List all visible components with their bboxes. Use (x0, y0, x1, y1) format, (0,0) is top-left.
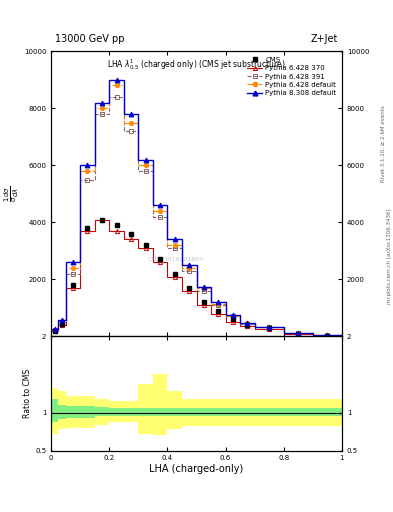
X-axis label: LHA (charged-only): LHA (charged-only) (149, 464, 244, 474)
Y-axis label: $\frac{1}{\sigma}\frac{d\sigma}{d\lambda}$: $\frac{1}{\sigma}\frac{d\sigma}{d\lambda… (3, 186, 21, 202)
Text: Rivet 3.1.10, ≥ 2.6M events: Rivet 3.1.10, ≥ 2.6M events (381, 105, 386, 182)
Text: LHA $\lambda^{1}_{0.5}$ (charged only) (CMS jet substructure): LHA $\lambda^{1}_{0.5}$ (charged only) (… (107, 57, 286, 72)
Y-axis label: Ratio to CMS: Ratio to CMS (23, 369, 32, 418)
Legend: CMS, Pythia 6.428 370, Pythia 6.428 391, Pythia 6.428 default, Pythia 8.308 defa: CMS, Pythia 6.428 370, Pythia 6.428 391,… (245, 55, 338, 99)
Text: CMS_2019201897: CMS_2019201897 (148, 257, 204, 262)
Text: Z+Jet: Z+Jet (310, 33, 338, 44)
Text: 13000 GeV pp: 13000 GeV pp (55, 33, 125, 44)
Text: mcplots.cern.ch [arXiv:1306.3436]: mcplots.cern.ch [arXiv:1306.3436] (387, 208, 391, 304)
